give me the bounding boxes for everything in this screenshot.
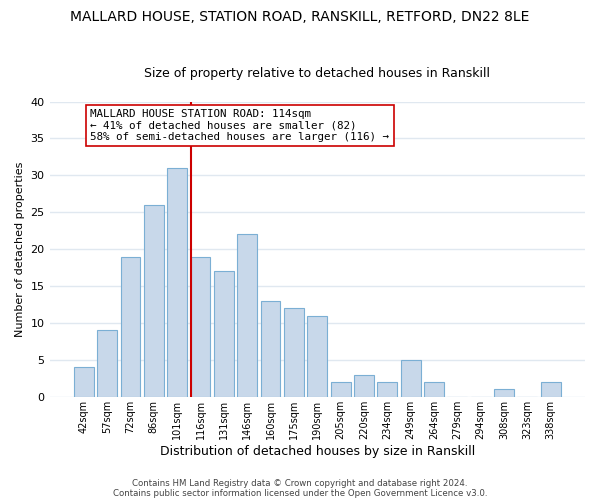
Text: MALLARD HOUSE, STATION ROAD, RANSKILL, RETFORD, DN22 8LE: MALLARD HOUSE, STATION ROAD, RANSKILL, R…: [70, 10, 530, 24]
Bar: [191, 256, 211, 397]
Bar: [307, 316, 327, 397]
Bar: [401, 360, 421, 397]
Bar: [284, 308, 304, 397]
Bar: [377, 382, 397, 397]
Bar: [424, 382, 444, 397]
Title: Size of property relative to detached houses in Ranskill: Size of property relative to detached ho…: [144, 66, 490, 80]
Bar: [541, 382, 560, 397]
Text: Contains public sector information licensed under the Open Government Licence v3: Contains public sector information licen…: [113, 488, 487, 498]
Bar: [167, 168, 187, 397]
Bar: [97, 330, 117, 397]
Bar: [238, 234, 257, 397]
X-axis label: Distribution of detached houses by size in Ranskill: Distribution of detached houses by size …: [160, 444, 475, 458]
Bar: [260, 301, 280, 397]
Text: Contains HM Land Registry data © Crown copyright and database right 2024.: Contains HM Land Registry data © Crown c…: [132, 478, 468, 488]
Bar: [354, 374, 374, 397]
Text: MALLARD HOUSE STATION ROAD: 114sqm
← 41% of detached houses are smaller (82)
58%: MALLARD HOUSE STATION ROAD: 114sqm ← 41%…: [91, 109, 389, 142]
Bar: [144, 205, 164, 397]
Bar: [494, 390, 514, 397]
Y-axis label: Number of detached properties: Number of detached properties: [15, 162, 25, 337]
Bar: [121, 256, 140, 397]
Bar: [331, 382, 350, 397]
Bar: [214, 272, 234, 397]
Bar: [74, 368, 94, 397]
